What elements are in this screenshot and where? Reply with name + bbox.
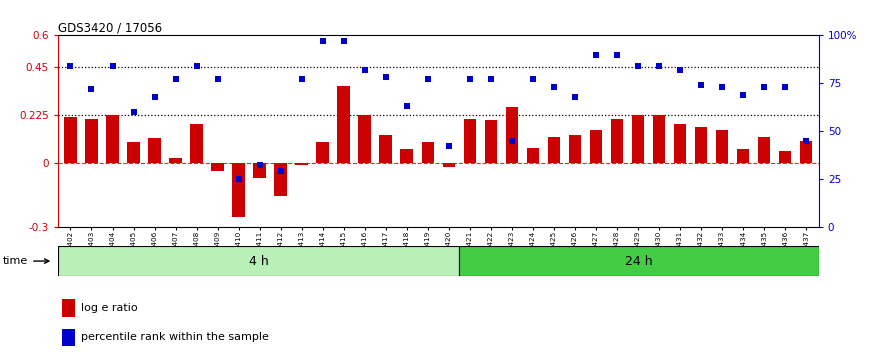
Bar (274, 163, 287, 196)
Bar (632, 115, 644, 163)
Bar (169, 158, 182, 163)
Bar (611, 119, 623, 163)
Point (799, 138, 813, 143)
Bar (506, 107, 518, 163)
Point (589, 52, 603, 57)
Point (295, 76, 309, 82)
Point (694, 82, 708, 88)
Bar (106, 115, 118, 163)
Point (358, 67, 372, 73)
Point (673, 67, 687, 73)
Bar (400, 149, 413, 163)
Bar (127, 142, 140, 163)
Point (211, 76, 225, 82)
Point (378, 75, 392, 80)
Point (190, 63, 204, 69)
Point (63, 63, 77, 69)
Point (568, 94, 582, 99)
Bar (64, 117, 77, 163)
Bar (442, 163, 455, 167)
Text: log e ratio: log e ratio (81, 303, 137, 313)
Point (778, 84, 792, 90)
Point (736, 92, 750, 97)
Point (526, 76, 540, 82)
Point (105, 63, 119, 69)
Point (631, 63, 645, 69)
Bar (190, 124, 203, 163)
Bar (569, 135, 581, 163)
Point (273, 168, 287, 174)
Bar (61, 329, 76, 346)
Point (546, 84, 561, 90)
Bar (464, 119, 476, 163)
Bar (61, 299, 76, 317)
Bar (716, 130, 728, 163)
Point (85, 86, 99, 92)
Bar (547, 137, 560, 163)
Point (757, 84, 772, 90)
Bar (527, 148, 539, 163)
Bar (422, 142, 434, 163)
Bar (459, 246, 819, 276)
Bar (211, 163, 224, 171)
Point (336, 38, 351, 44)
Point (463, 76, 477, 82)
Bar (317, 142, 329, 163)
Bar (800, 141, 813, 163)
Bar (652, 115, 666, 163)
Bar (359, 115, 371, 163)
Bar (590, 130, 603, 163)
Point (651, 63, 666, 69)
Point (148, 94, 162, 99)
Point (231, 176, 246, 182)
Point (610, 52, 624, 57)
Bar (737, 149, 749, 163)
Point (316, 38, 330, 44)
Bar (58, 246, 459, 276)
Text: percentile rank within the sample: percentile rank within the sample (81, 332, 269, 342)
Point (253, 162, 267, 168)
Point (421, 76, 435, 82)
Bar (149, 138, 161, 163)
Point (168, 76, 182, 82)
Bar (484, 120, 498, 163)
Bar (379, 135, 392, 163)
Bar (674, 124, 686, 163)
Bar (85, 119, 98, 163)
Bar (337, 86, 350, 163)
Text: GDS3420 / 17056: GDS3420 / 17056 (58, 21, 162, 34)
Bar (695, 127, 708, 163)
Bar (254, 163, 266, 178)
Point (505, 138, 519, 143)
Text: 4 h: 4 h (249, 255, 269, 268)
Point (484, 76, 498, 82)
Bar (295, 163, 308, 165)
Text: 24 h: 24 h (626, 255, 653, 268)
Point (400, 103, 414, 109)
Text: time: time (3, 256, 49, 266)
Bar (779, 151, 791, 163)
Bar (232, 163, 245, 217)
Point (715, 84, 729, 90)
Point (441, 143, 456, 149)
Point (126, 109, 141, 115)
Bar (758, 137, 771, 163)
